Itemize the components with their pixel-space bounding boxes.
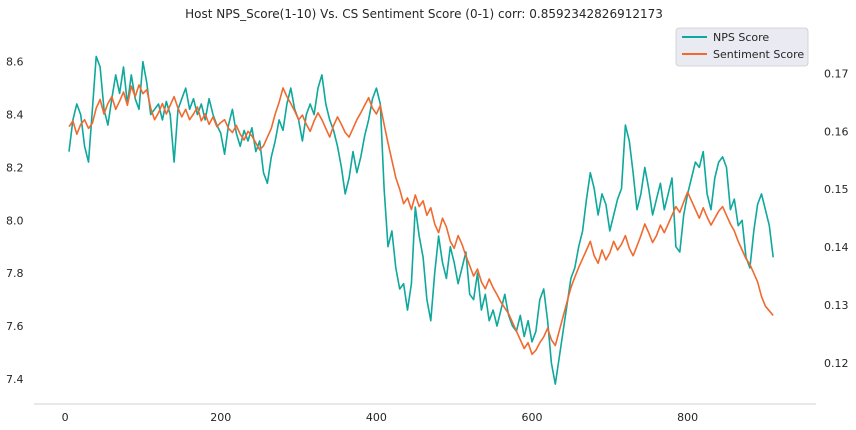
y-right-axis-ticks: 0.12 0.13 0.14 0.15 0.16 0.17: [824, 67, 849, 370]
y-right-tick-label: 0.14: [824, 241, 849, 254]
x-tick-label: 0: [62, 411, 69, 424]
y-left-tick-label: 8.4: [6, 109, 24, 122]
y-right-tick-label: 0.16: [824, 125, 849, 138]
legend-box: [675, 27, 809, 67]
y-left-tick-label: 7.4: [6, 373, 24, 386]
y-left-tick-label: 8.6: [6, 56, 24, 69]
x-axis-ticks: 0 200 400 600 800: [62, 411, 698, 424]
y-left-axis-ticks: 7.4 7.6 7.8 8.0 8.2 8.4 8.6: [6, 56, 24, 386]
chart-legend: NPS Score Sentiment Score: [675, 27, 809, 67]
series-layer: [68, 55, 774, 385]
x-tick-label: 200: [210, 411, 231, 424]
y-left-tick-label: 7.6: [6, 320, 24, 333]
y-right-tick-label: 0.17: [824, 67, 849, 80]
y-left-tick-label: 8.0: [6, 214, 24, 227]
y-right-tick-label: 0.13: [824, 299, 849, 312]
series-line-nps: [68, 55, 774, 385]
legend-label-sentiment: Sentiment Score: [713, 48, 804, 61]
chart-title: Host NPS_Score(1-10) Vs. CS Sentiment Sc…: [185, 7, 663, 21]
legend-label-nps: NPS Score: [713, 31, 769, 44]
y-left-tick-label: 7.8: [6, 267, 24, 280]
y-right-tick-label: 0.15: [824, 183, 849, 196]
x-tick-label: 600: [521, 411, 542, 424]
x-tick-label: 400: [366, 411, 387, 424]
x-tick-label: 800: [677, 411, 698, 424]
series-line-sentiment: [68, 84, 774, 356]
y-right-tick-label: 0.12: [824, 357, 849, 370]
y-left-tick-label: 8.2: [6, 161, 24, 174]
